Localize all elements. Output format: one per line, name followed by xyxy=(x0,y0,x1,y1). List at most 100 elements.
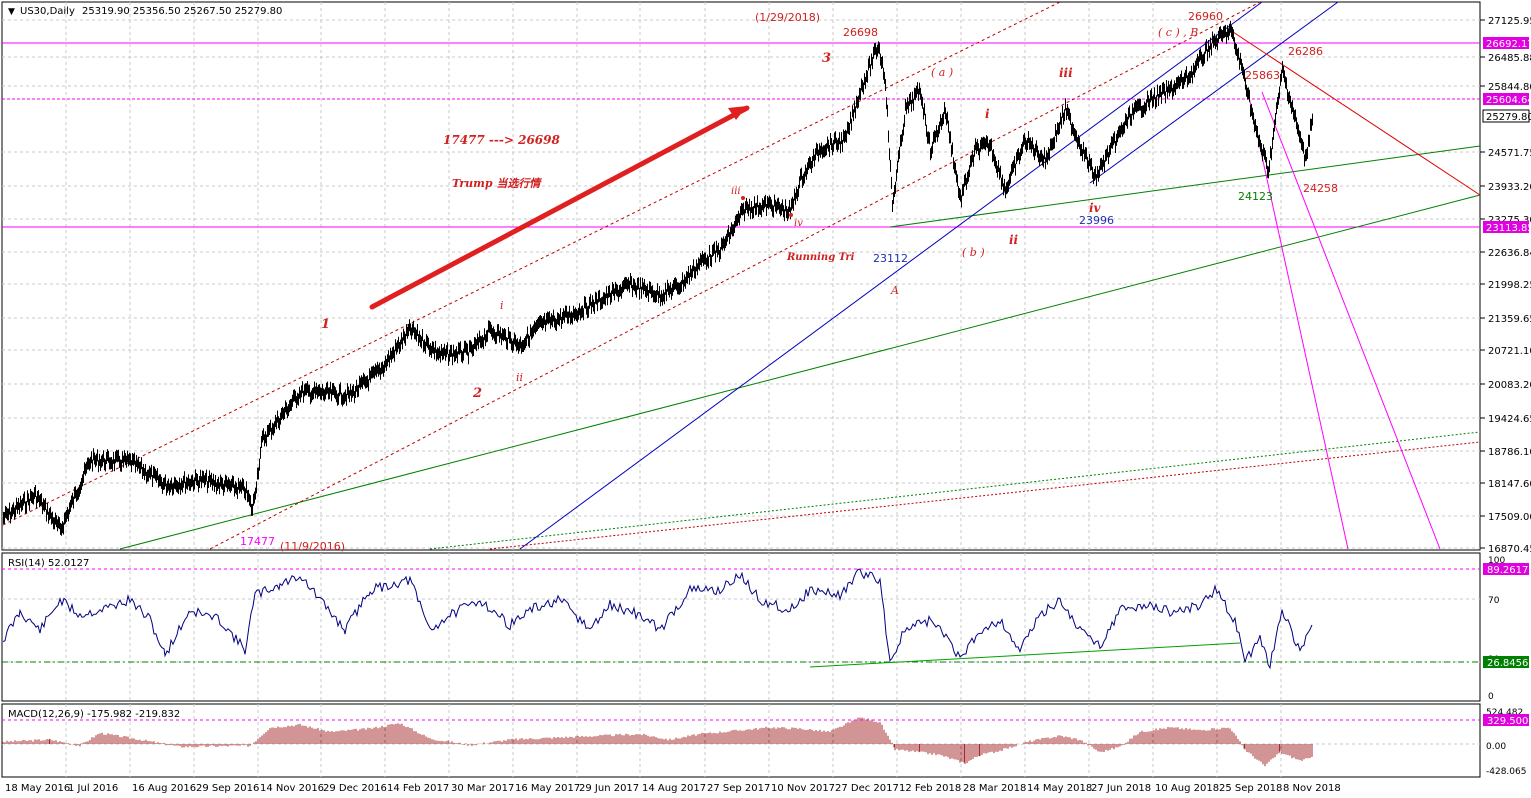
rsi-axis-label: 70 xyxy=(1488,596,1500,606)
macd-tag-label: 329.500 xyxy=(1487,716,1528,727)
price-axis-label: 24571.75 xyxy=(1488,148,1531,159)
marker-iii xyxy=(741,196,745,200)
date-axis-label: 16 Aug 2016 xyxy=(132,783,196,794)
macd-axis-label: 0.00 xyxy=(1486,742,1506,752)
grid xyxy=(2,2,1480,777)
price-axis-label: 21998.25 xyxy=(1488,280,1531,291)
date-axis-label: 16 May 2017 xyxy=(515,783,580,794)
rsi-series[interactable] xyxy=(2,568,1313,670)
macd-title: MACD(12,26,9) -175.982 -219.832 xyxy=(8,709,180,720)
price-axis-label: 22636.84 xyxy=(1488,248,1531,259)
price-axis-label: 20083.20 xyxy=(1488,380,1531,391)
price-series[interactable] xyxy=(3,20,1313,536)
ohlc-label: 25319.90 25356.50 25267.50 25279.80 xyxy=(82,6,282,17)
date-axis-label: 30 Mar 2017 xyxy=(451,783,514,794)
annot-23996: 23996 xyxy=(1079,214,1114,227)
wave-A: A xyxy=(890,284,899,297)
price-tags: 26692.17 25604.64 25279.80 23113.85 xyxy=(1482,37,1531,234)
rsi-trendline[interactable] xyxy=(809,642,1241,668)
annot-24123: 24123 xyxy=(1238,190,1273,203)
macd-axis-label: 524.482 xyxy=(1486,708,1523,718)
date-axis-label: 1 Jul 2016 xyxy=(68,783,118,794)
annotations: (1/29/2018) 26698 26960 26286 25863 2425… xyxy=(240,10,1338,553)
wave-iv-small: iv xyxy=(794,218,803,229)
date-axis-label: 25 Sep 2018 xyxy=(1219,783,1282,794)
date-axis-label: 29 Sep 2016 xyxy=(196,783,259,794)
price-axis-label: 27125.95 xyxy=(1488,16,1531,27)
price-axis[interactable]: 27125.95 26485.88 25844.80 24571.75 23933.20… xyxy=(1480,16,1531,555)
wave-iv-2: iv xyxy=(1089,201,1102,215)
annot-date-nov: (11/9/2016) xyxy=(280,540,345,553)
date-axis-label: 12 Feb 2018 xyxy=(899,783,961,794)
price-axis-label: 16870.45 xyxy=(1488,544,1531,555)
rsi-line xyxy=(2,568,1313,670)
annot-24258: 24258 xyxy=(1303,182,1338,195)
wave-iii-2: iii xyxy=(1059,66,1073,80)
wave-b: ( b ) xyxy=(962,246,985,259)
green-trendline-short xyxy=(889,145,1481,228)
date-axis-label: 8 Nov 2018 xyxy=(1283,783,1341,794)
date-axis-label: 14 Feb 2017 xyxy=(387,783,449,794)
green-dotted-line xyxy=(429,431,1481,550)
magenta-fan-line-1 xyxy=(1246,87,1349,550)
annot-26960: 26960 xyxy=(1188,10,1223,23)
rsi-panel[interactable] xyxy=(1,552,1481,702)
macd-panel[interactable] xyxy=(1,703,1481,778)
main-panel[interactable] xyxy=(1,1,1481,551)
price-axis-label: 18147.60 xyxy=(1488,479,1531,490)
green-trendline-long xyxy=(119,194,1481,550)
wave-ii-2: ii xyxy=(1009,233,1019,247)
date-axis-label: 14 Nov 2016 xyxy=(260,783,324,794)
red-resistance-line xyxy=(1229,29,1481,196)
date-axis-label: 10 Nov 2017 xyxy=(771,783,835,794)
red-arrow-head xyxy=(728,106,747,120)
trend-lines[interactable] xyxy=(2,1,1481,550)
magenta-fan-line-2 xyxy=(1261,91,1441,550)
wave-cb: ( c ) , B xyxy=(1158,26,1198,39)
wave-a: ( a ) xyxy=(931,66,953,79)
wave-iii-small: iii xyxy=(731,186,741,197)
annot-23112: 23112 xyxy=(873,252,908,265)
date-axis-label: 27 Sep 2017 xyxy=(707,783,770,794)
rsi-axis-label: 0 xyxy=(1488,692,1494,702)
blue-line-2 xyxy=(1089,1,1339,184)
rsi-tag-label: 89.2617 xyxy=(1487,565,1528,576)
annot-trump: Trump 当选行情 xyxy=(452,177,542,190)
annot-running-tri: Running Tri xyxy=(786,252,855,263)
date-axis-label: 14 May 2018 xyxy=(1027,783,1092,794)
date-axis-label: 27 Dec 2017 xyxy=(835,783,899,794)
price-axis-label: 20721.10 xyxy=(1488,346,1531,357)
rsi-title: RSI(14) 52.0127 xyxy=(8,558,89,569)
red-channel-upper xyxy=(2,1,1061,526)
date-axis-label: 10 Aug 2018 xyxy=(1155,783,1219,794)
wave-3: 3 xyxy=(822,51,831,66)
blue-line-1 xyxy=(519,1,1263,550)
price-tag-label: 25279.80 xyxy=(1486,112,1531,123)
macd-series[interactable] xyxy=(2,717,1313,767)
annot-date-jan: (1/29/2018) xyxy=(755,11,820,24)
marker-iv xyxy=(789,213,793,217)
price-tag-label: 26692.17 xyxy=(1486,39,1531,50)
price-axis-label: 23275.30 xyxy=(1488,215,1531,226)
wave-1: 1 xyxy=(321,317,330,332)
annot-move: 17477 ---> 26698 xyxy=(443,133,560,147)
rsi-axis-label: 100 xyxy=(1488,556,1505,566)
chart-menu-icon[interactable]: ▼ xyxy=(8,7,15,17)
annot-25863: 25863 xyxy=(1245,69,1280,82)
annot-17477: 17477 xyxy=(240,535,275,548)
date-axis-label: 29 Jun 2017 xyxy=(579,783,639,794)
date-axis-label: 29 Dec 2016 xyxy=(323,783,387,794)
annot-26698: 26698 xyxy=(843,26,878,39)
price-axis-label: 23933.20 xyxy=(1488,182,1531,193)
price-axis-label: 17509.00 xyxy=(1488,512,1531,523)
red-arrow-line xyxy=(369,105,750,310)
price-axis-label: 26485.88 xyxy=(1488,53,1531,64)
macd-axis-label: -428.065 xyxy=(1486,767,1526,777)
rsi-tag-label: 26.8456 xyxy=(1487,658,1528,669)
wave-ii: ii xyxy=(516,371,523,384)
red-channel-lower xyxy=(209,1,1261,550)
wave-2: 2 xyxy=(472,386,482,401)
